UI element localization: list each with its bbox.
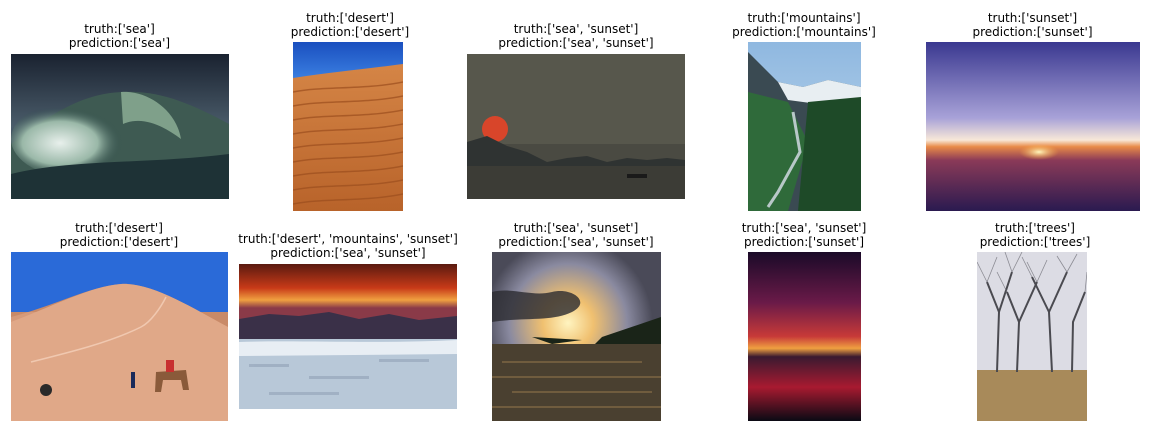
truth-label: truth:['desert'] [306,11,394,25]
truth-label: truth:['trees'] [995,221,1075,235]
panel-caption: truth:['sea', 'sunset'] prediction:['sea… [467,22,685,50]
truth-label: truth:['desert'] [75,221,163,235]
desert-dunes-photo [293,42,403,211]
prediction-label: prediction:['mountains'] [732,25,876,39]
desert-camel-photo [11,252,228,421]
bare-trees-photo [977,252,1087,421]
panel-caption: truth:['desert'] prediction:['desert'] [270,11,430,39]
panel-caption: truth:['mountains'] prediction:['mountai… [724,11,884,39]
dark-red-sunset-photo [748,252,861,421]
prediction-label: prediction:['sunset'] [972,25,1093,39]
panel-caption: truth:['sunset'] prediction:['sunset'] [925,11,1140,39]
panel-caption: truth:['trees'] prediction:['trees'] [955,221,1115,249]
panel-caption: truth:['sea'] prediction:['sea'] [10,22,229,50]
truth-label: truth:['mountains'] [747,11,861,25]
prediction-label: prediction:['trees'] [979,235,1091,249]
sunset-horizon-photo [926,42,1140,211]
panel-caption: truth:['sea', 'sunset'] prediction:['sun… [724,221,884,249]
prediction-label: prediction:['sunset'] [743,235,864,249]
sea-sunset-photo [467,54,685,199]
truth-label: truth:['sunset'] [987,11,1078,25]
truth-label: truth:['sea', 'sunset'] [513,22,639,36]
prediction-label: prediction:['sea', 'sunset'] [498,235,654,249]
sun-rays-sea-photo [492,252,661,421]
truth-label: truth:['sea', 'sunset'] [741,221,867,235]
sea-wave-photo [11,54,229,199]
truth-label: truth:['sea', 'sunset'] [513,221,639,235]
red-sky-snowfield-photo [239,264,457,409]
truth-label: truth:['sea'] [84,22,155,36]
mountains-photo [748,42,861,211]
prediction-label: prediction:['sea', 'sunset'] [270,246,426,260]
prediction-label: prediction:['sea', 'sunset'] [498,36,654,50]
panel-caption: truth:['desert', 'mountains', 'sunset'] … [234,232,462,260]
prediction-label: prediction:['desert'] [59,235,179,249]
prediction-label: prediction:['sea'] [68,36,171,50]
prediction-label: prediction:['desert'] [290,25,410,39]
truth-label: truth:['desert', 'mountains', 'sunset'] [238,232,458,246]
panel-caption: truth:['sea', 'sunset'] prediction:['sea… [467,221,685,249]
panel-caption: truth:['desert'] prediction:['desert'] [10,221,228,249]
